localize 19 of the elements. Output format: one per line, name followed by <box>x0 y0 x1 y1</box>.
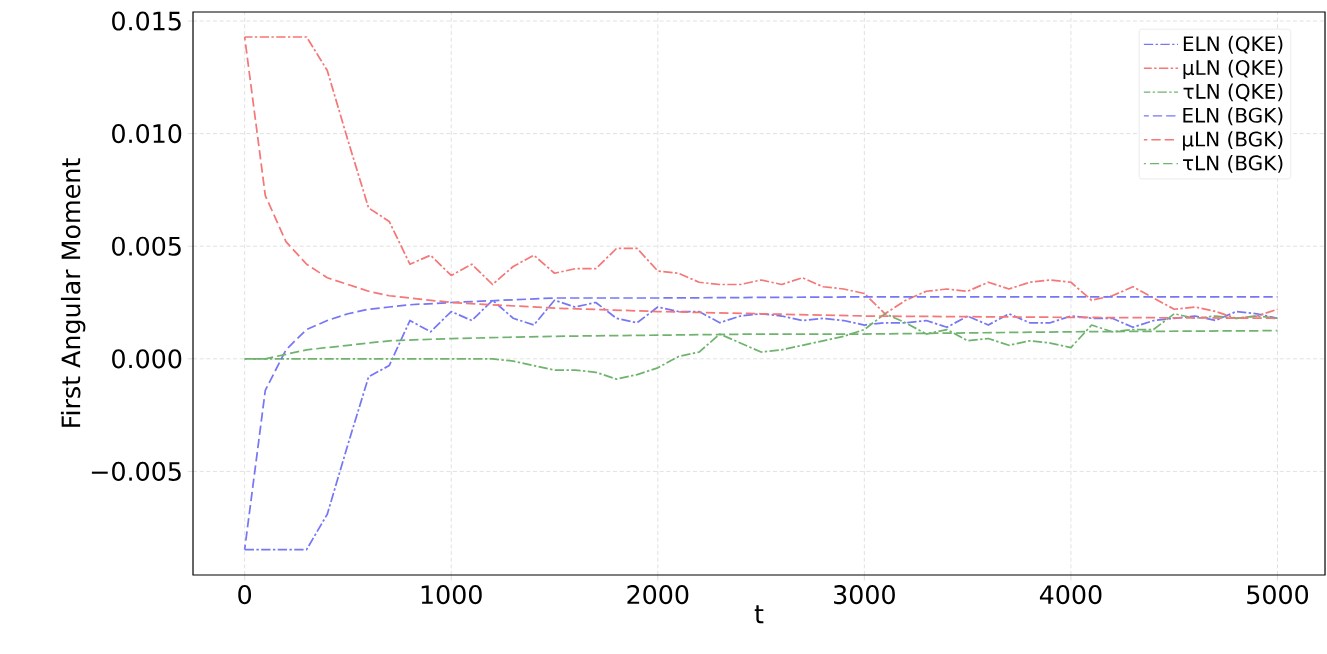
y-axis-title: First Angular Moment <box>60 158 86 427</box>
y-tick-label: 0.010 <box>112 124 182 144</box>
x-tick-label: 3000 <box>834 585 895 605</box>
x-tick-label: 5000 <box>1247 585 1309 605</box>
y-tick-label: 0.005 <box>112 236 181 256</box>
x-tick-label: 1000 <box>421 585 482 605</box>
y-tick-label: 0.000 <box>112 349 182 369</box>
x-tick-label: 4000 <box>1039 585 1102 605</box>
legend-label: τLN (BGK) <box>1183 155 1283 173</box>
y-tick-label: 0.015 <box>112 11 181 31</box>
legend-label: τLN (QKE) <box>1183 83 1283 102</box>
y-tick-label: −0.005 <box>91 461 181 481</box>
legend-label: μLN (QKE) <box>1183 59 1283 79</box>
x-tick-label: 0 <box>238 585 252 605</box>
x-tick-label: 2000 <box>627 585 689 605</box>
legend-label: ELN (BGK) <box>1183 107 1283 126</box>
legend-label: μLN (BGK) <box>1183 131 1283 151</box>
x-axis-title: t <box>754 605 764 624</box>
legend-label: ELN (QKE) <box>1183 35 1283 54</box>
